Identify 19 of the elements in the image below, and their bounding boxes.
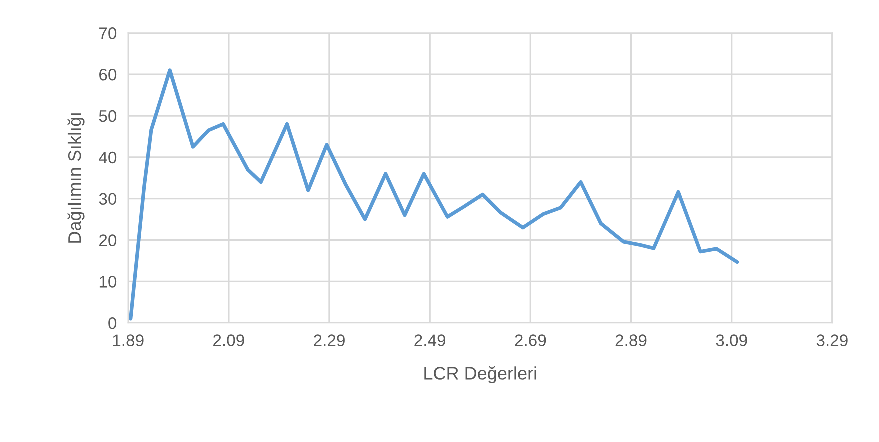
x-axis-title: LCR Değerleri (424, 366, 536, 384)
x-tick-label: 2.29 (314, 334, 345, 346)
y-tick-label: 30 (99, 193, 117, 206)
x-tick-label: 2.09 (214, 334, 244, 346)
line-series (129, 68, 740, 321)
y-axis-title: Dağılımın Sıklığı (68, 114, 85, 243)
y-tick-label: 60 (100, 68, 117, 81)
y-tick-label: 10 (100, 276, 117, 288)
y-tick-label: 0 (108, 318, 117, 330)
x-tick-label: 3.09 (716, 334, 748, 346)
x-tick-label: 1.89 (113, 334, 144, 346)
x-tick-label: 2.49 (414, 334, 446, 346)
x-tick-label: 3.29 (816, 334, 848, 346)
y-tick-label: 50 (99, 110, 117, 122)
y-tick-label: 40 (99, 152, 117, 164)
y-tick-label: 70 (100, 28, 117, 40)
y-tick-label: 20 (100, 234, 117, 246)
x-tick-label: 2.89 (616, 334, 647, 346)
x-tick-label: 2.69 (515, 334, 546, 346)
